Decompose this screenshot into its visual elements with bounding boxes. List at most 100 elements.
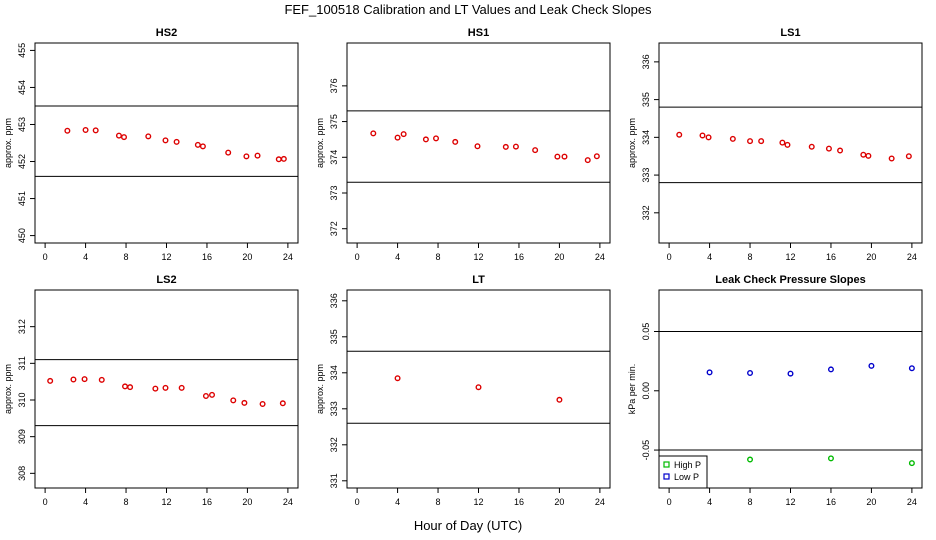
legend-box xyxy=(658,455,708,489)
x-tick-label: 8 xyxy=(124,497,129,507)
legend-swatch xyxy=(663,473,670,480)
x-tick-label: 8 xyxy=(748,252,753,262)
y-tick-label: 452 xyxy=(17,154,27,169)
data-point xyxy=(808,143,815,150)
y-tick-label: 334 xyxy=(641,130,651,145)
panel-1: HS2 0 4 8 12 16 20 24 450 451 452 453 454 455 approx. … xyxy=(3,27,299,262)
data-point xyxy=(162,137,169,144)
data-point xyxy=(209,391,216,398)
data-point xyxy=(452,138,459,145)
data-point xyxy=(758,138,765,145)
data-point xyxy=(729,135,736,142)
x-tick-label: 20 xyxy=(242,252,252,262)
x-tick-label: 20 xyxy=(554,252,564,262)
x-tick-label: 16 xyxy=(826,252,836,262)
y-axis-label: approx. ppm xyxy=(315,118,325,168)
y-tick-label: 0.05 xyxy=(641,323,651,341)
data-point xyxy=(394,375,401,382)
data-point xyxy=(747,456,754,463)
data-point xyxy=(584,157,591,164)
figure-title: FEF_100518 Calibration and LT Values and… xyxy=(284,2,652,17)
panel-4: LS2 0 4 8 12 16 20 24 308 309 310 311 312 approx. ppm xyxy=(3,274,299,507)
data-point xyxy=(202,392,209,399)
data-point xyxy=(556,396,563,403)
x-tick-label: 20 xyxy=(866,252,876,262)
legend-label: Low P xyxy=(674,472,699,482)
y-tick-label: 0.00 xyxy=(641,382,651,400)
data-point xyxy=(400,131,407,138)
x-tick-label: 24 xyxy=(595,252,605,262)
y-tick-label: -0.05 xyxy=(641,440,651,461)
panel-5: LT 0 4 8 12 16 20 24 331 332 333 334 335 336 approx. p… xyxy=(315,274,611,507)
data-point xyxy=(145,133,152,140)
panel-3: LS1 0 4 8 12 16 20 24 332 333 334 335 336 approx. ppm xyxy=(627,27,923,262)
data-point xyxy=(115,132,122,139)
x-tick-label: 16 xyxy=(202,497,212,507)
data-point xyxy=(121,134,128,141)
figure-x-axis-label: Hour of Day (UTC) xyxy=(413,518,523,533)
x-tick-label: 16 xyxy=(826,497,836,507)
x-tick-label: 20 xyxy=(866,497,876,507)
data-point xyxy=(699,132,706,139)
y-axis-label: approx. ppm xyxy=(3,364,13,414)
data-point xyxy=(162,384,169,391)
data-point xyxy=(194,141,201,148)
y-tick-label: 454 xyxy=(17,80,27,95)
x-tick-label: 24 xyxy=(595,497,605,507)
data-point xyxy=(275,156,282,163)
data-point xyxy=(860,151,867,158)
data-point xyxy=(279,400,286,407)
x-tick-label: 0 xyxy=(43,252,48,262)
x-tick-label: 8 xyxy=(124,252,129,262)
data-point xyxy=(747,138,754,145)
panel-title: Leak Check Pressure Slopes xyxy=(715,274,865,286)
panel-title: HS2 xyxy=(156,27,177,39)
panel-6: Leak Check Pressure Slopes 0 4 8 12 16 20 24 -0.… xyxy=(627,274,923,507)
data-point xyxy=(259,401,266,408)
y-tick-label: 335 xyxy=(641,92,651,107)
data-point xyxy=(747,369,754,376)
y-tick-label: 311 xyxy=(17,356,27,370)
x-tick-label: 16 xyxy=(514,497,524,507)
x-tick-label: 0 xyxy=(667,252,672,262)
data-point xyxy=(98,376,105,383)
data-point xyxy=(706,369,713,376)
x-tick-label: 8 xyxy=(436,497,441,507)
x-tick-label: 24 xyxy=(907,497,917,507)
data-point xyxy=(502,143,509,150)
data-point xyxy=(512,143,519,150)
data-point xyxy=(82,127,89,134)
x-tick-label: 24 xyxy=(283,252,293,262)
y-axis-label: approx. ppm xyxy=(315,364,325,414)
panel-title: LS2 xyxy=(156,274,176,286)
y-tick-label: 310 xyxy=(17,392,27,407)
plot-frame xyxy=(658,42,923,244)
data-point xyxy=(784,141,791,148)
data-point xyxy=(825,145,832,152)
y-tick-label: 455 xyxy=(17,43,27,58)
y-tick-label: 333 xyxy=(641,168,651,183)
x-tick-label: 12 xyxy=(473,497,483,507)
data-point xyxy=(394,134,401,141)
y-tick-label: 375 xyxy=(329,114,339,129)
data-point xyxy=(422,136,429,143)
x-tick-label: 4 xyxy=(395,252,400,262)
x-tick-label: 0 xyxy=(667,497,672,507)
x-tick-label: 8 xyxy=(748,497,753,507)
x-tick-label: 0 xyxy=(355,497,360,507)
x-tick-label: 12 xyxy=(161,497,171,507)
data-point xyxy=(122,383,129,390)
x-tick-label: 12 xyxy=(161,252,171,262)
y-tick-label: 334 xyxy=(329,365,339,380)
data-point xyxy=(254,152,261,159)
legend-label: High P xyxy=(674,460,701,470)
y-tick-label: 372 xyxy=(329,221,339,236)
data-point xyxy=(152,385,159,392)
y-tick-label: 376 xyxy=(329,78,339,93)
data-point xyxy=(554,153,561,160)
data-point xyxy=(676,131,683,138)
y-tick-label: 335 xyxy=(329,329,339,344)
y-tick-label: 450 xyxy=(17,228,27,243)
y-axis-label: approx. ppm xyxy=(627,118,637,168)
